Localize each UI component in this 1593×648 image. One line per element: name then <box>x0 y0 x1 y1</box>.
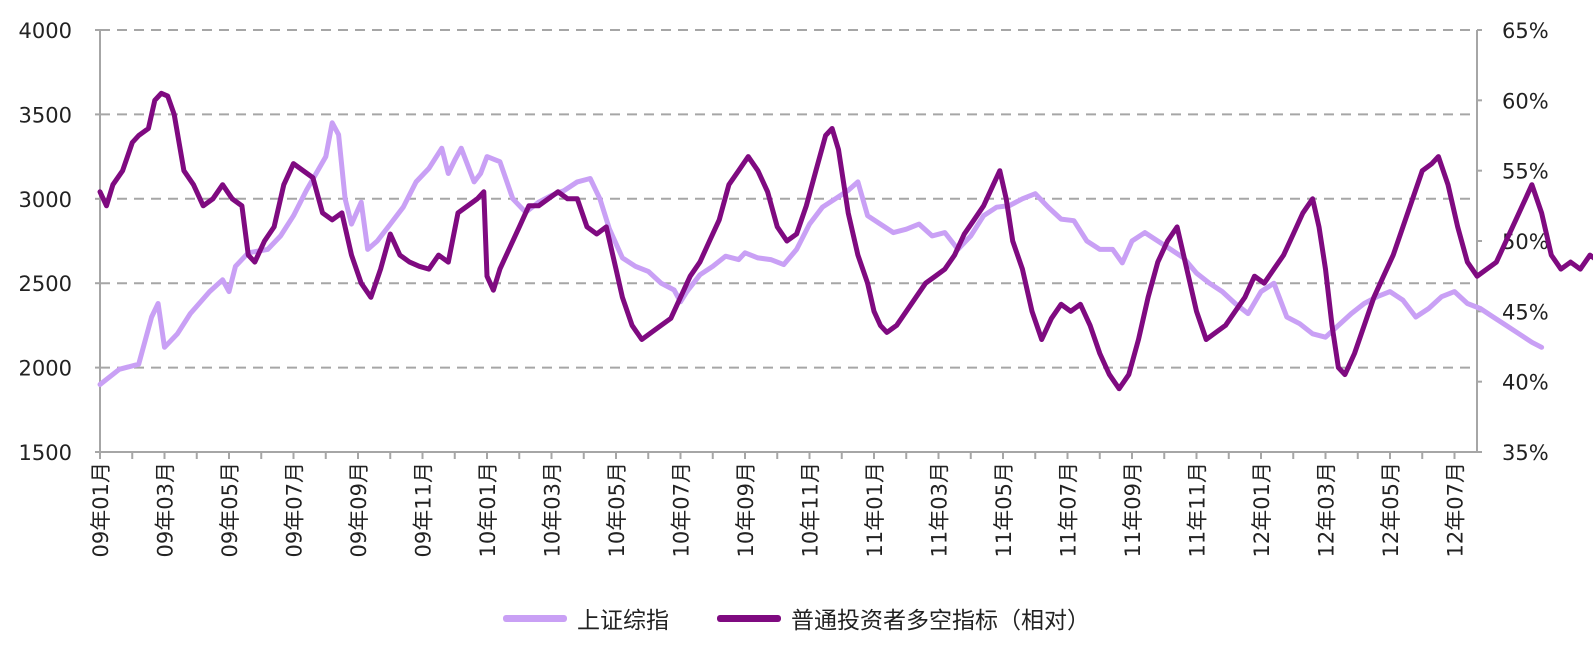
left-axis-ticks: 4000 3500 3000 2500 2000 1500 <box>19 19 100 465</box>
x-tick-label: 09年03月 <box>154 462 178 557</box>
x-tick-label: 10年09月 <box>734 462 758 557</box>
left-tick-label: 2000 <box>19 357 72 381</box>
x-tick-label: 09年01月 <box>89 462 113 557</box>
legend-item-sse: 上证综指 <box>503 601 669 635</box>
x-tick-label: 12年05月 <box>1379 462 1403 557</box>
right-tick-label: 35% <box>1502 441 1549 465</box>
x-tick-label: 11年03月 <box>928 462 952 557</box>
right-axis-ticks: 65%60%55%50%45%40%35% <box>1477 19 1549 465</box>
x-tick-label: 11年09月 <box>1121 462 1145 557</box>
series-lines <box>97 90 1593 392</box>
x-tick-label: 11年01月 <box>863 462 887 557</box>
gridlines <box>100 29 1477 369</box>
left-tick-label: 3000 <box>19 188 72 212</box>
x-tick-label: 09年09月 <box>347 462 371 557</box>
x-tick-label: 11年11月 <box>1186 462 1210 557</box>
x-tick-label: 11年07月 <box>1057 462 1081 557</box>
x-tick-label: 10年03月 <box>541 462 565 557</box>
legend-item-sentiment: 普通投资者多空指标（相对） <box>717 601 1090 635</box>
x-tick-label: 10年01月 <box>476 462 500 557</box>
x-tick-label: 09年05月 <box>218 462 242 557</box>
series-line-1 <box>97 90 1593 392</box>
left-tick-label: 2500 <box>19 272 72 296</box>
x-tick-label: 10年07月 <box>670 462 694 557</box>
left-tick-label: 4000 <box>19 19 72 43</box>
series-line-0 <box>97 120 1545 387</box>
x-tick-label: 12年03月 <box>1315 462 1339 557</box>
x-tick-label: 12年07月 <box>1444 462 1468 557</box>
x-tick-label: 09年07月 <box>283 462 307 557</box>
x-tick-label: 12年01月 <box>1250 462 1274 557</box>
left-tick-label: 3500 <box>19 103 72 127</box>
right-tick-label: 45% <box>1502 300 1549 324</box>
right-tick-label: 55% <box>1502 160 1549 184</box>
right-tick-label: 60% <box>1502 89 1549 113</box>
legend-label-sse: 上证综指 <box>577 608 669 634</box>
left-tick-label: 1500 <box>19 441 72 465</box>
legend-swatch-sse <box>503 614 567 622</box>
right-tick-label: 40% <box>1502 371 1549 395</box>
x-tick-label: 11年05月 <box>992 462 1016 557</box>
legend: 上证综指 普通投资者多空指标（相对） <box>0 598 1593 638</box>
x-tick-label: 09年11月 <box>412 462 436 557</box>
legend-label-sentiment: 普通投资者多空指标（相对） <box>791 608 1090 634</box>
right-tick-label: 65% <box>1502 19 1549 43</box>
x-tick-label: 10年11月 <box>799 462 823 557</box>
x-axis-ticks: 09年01月 09年03月 09年05月 09年07月 09年09月 09年11月 10年0… <box>89 452 1468 557</box>
x-tick-label: 10年05月 <box>605 462 629 557</box>
legend-swatch-sentiment <box>717 614 781 622</box>
